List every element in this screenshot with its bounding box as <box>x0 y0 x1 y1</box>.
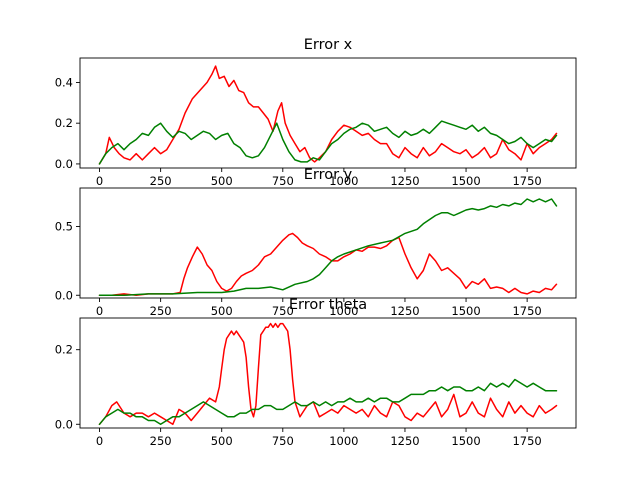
x-tick-label: 750 <box>272 304 294 318</box>
axes-frame <box>79 317 577 429</box>
subplot-error-y: Error y 0 250 500 750 1000 1250 1500 1750 0.0 0.5 <box>55 167 577 318</box>
plot-area: 0 250 500 750 1000 1250 1500 1750 0.0 0.5 <box>55 198 558 318</box>
subplot-title: Error y <box>304 167 353 183</box>
x-tick-label: 250 <box>150 434 172 448</box>
plot-area: 0 250 500 750 1000 1250 1500 1750 0.0 0.2 0.4 <box>55 65 558 188</box>
x-tick-label: 1750 <box>512 304 541 318</box>
x-tick-label: 1250 <box>390 434 419 448</box>
plot-area: 0 250 500 750 1000 1250 1500 1750 0.0 0.2 <box>55 322 558 448</box>
y-tick-label: 0.0 <box>55 288 73 302</box>
y-tick-label: 0.2 <box>55 116 73 130</box>
x-tick-label: 1750 <box>512 174 541 188</box>
series-line <box>98 232 558 297</box>
x-tick-label: 250 <box>150 304 172 318</box>
x-tick-label: 750 <box>272 174 294 188</box>
y-tick-label: 0.2 <box>55 343 73 357</box>
x-tick-label: 1750 <box>512 434 541 448</box>
x-tick-label: 1500 <box>451 304 480 318</box>
y-tick-label: 0.4 <box>55 75 73 89</box>
x-tick-label: 0 <box>96 304 103 318</box>
x-tick-label: 1000 <box>329 304 358 318</box>
y-tick-label: 0.5 <box>55 220 73 234</box>
axes-frame <box>79 187 577 299</box>
series-line <box>98 198 558 297</box>
x-tick-label: 1500 <box>451 174 480 188</box>
subplot-title: Error theta <box>289 297 367 313</box>
subplot-error-theta: Error theta 0 250 500 750 1000 1250 1500 1750 0.… <box>55 297 577 448</box>
x-tick-label: 1000 <box>329 434 358 448</box>
subplot-error-x: Error x 0 250 500 750 1000 1250 1500 1750 0.0 0.2… <box>55 37 577 188</box>
x-tick-label: 1250 <box>390 304 419 318</box>
y-tick-label: 0.0 <box>55 157 73 171</box>
y-tick-label: 0.0 <box>55 417 73 431</box>
x-tick-label: 0 <box>96 174 103 188</box>
series-line <box>98 120 558 165</box>
x-tick-label: 500 <box>211 434 233 448</box>
series-line <box>98 378 558 426</box>
x-tick-label: 250 <box>150 174 172 188</box>
series-line <box>98 322 558 426</box>
x-tick-label: 500 <box>211 304 233 318</box>
x-tick-label: 0 <box>96 434 103 448</box>
axes-frame <box>79 57 577 169</box>
subplot-title: Error x <box>304 37 353 53</box>
x-tick-label: 1500 <box>451 434 480 448</box>
x-tick-label: 1250 <box>390 174 419 188</box>
x-tick-label: 1000 <box>329 174 358 188</box>
x-tick-label: 500 <box>211 174 233 188</box>
x-tick-label: 750 <box>272 434 294 448</box>
